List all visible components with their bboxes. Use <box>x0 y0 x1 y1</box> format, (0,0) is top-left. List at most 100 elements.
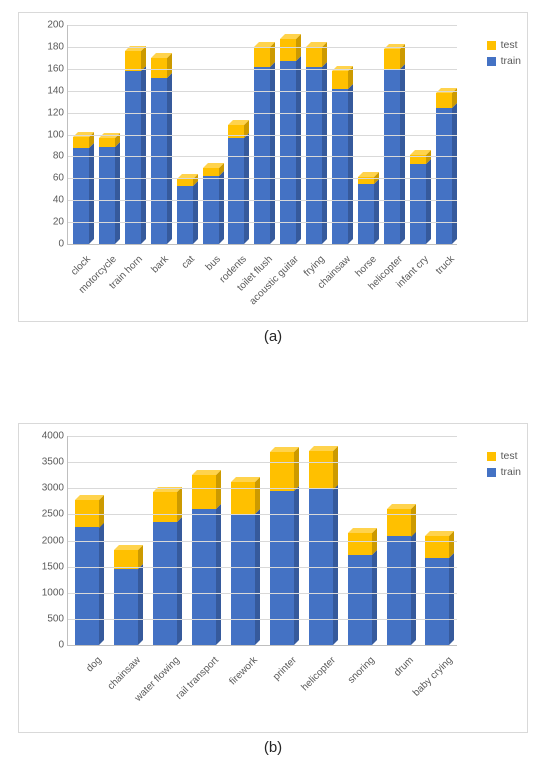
legend-swatch-train <box>487 468 496 477</box>
bar <box>425 536 449 645</box>
caption-b: (b) <box>18 739 528 756</box>
gridline <box>68 462 457 463</box>
gridline <box>68 91 457 92</box>
bar <box>99 138 115 244</box>
y-tick-label: 140 <box>34 85 64 96</box>
gridline <box>68 25 457 26</box>
y-tick-label: 1000 <box>34 587 64 598</box>
y-tick-label: 60 <box>34 173 64 184</box>
x-tick-label: acoustic guitar <box>285 251 296 262</box>
x-tick-label: cat <box>181 251 192 262</box>
y-tick-label: 4000 <box>34 431 64 442</box>
bar <box>306 47 322 244</box>
bar <box>387 509 411 645</box>
bar <box>228 125 244 244</box>
y-tick-label: 500 <box>34 613 64 624</box>
y-tick-label: 0 <box>34 239 64 250</box>
y-tick-label: 2500 <box>34 509 64 520</box>
bar <box>384 49 400 244</box>
legend-swatch-train <box>487 57 496 66</box>
x-tick-label: printer <box>277 652 294 669</box>
x-tick-label: chainsaw <box>121 652 138 669</box>
gridline <box>68 113 457 114</box>
legend-item-test: test <box>487 450 521 462</box>
x-tick-label: baby crying <box>433 652 450 669</box>
gridline <box>68 135 457 136</box>
x-tick-label: helicopter <box>316 652 333 669</box>
gridline <box>68 47 457 48</box>
x-tick-label: rail transport <box>199 652 216 669</box>
figure-a: 020406080100120140160180200 clockmotorcy… <box>18 12 528 347</box>
gridline <box>68 514 457 515</box>
y-tick-label: 160 <box>34 63 64 74</box>
x-tick-label: drum <box>394 652 411 669</box>
x-tick-label: bus <box>207 251 218 262</box>
x-tick-label: toilet flush <box>259 251 270 262</box>
legend-item-train: train <box>487 466 521 478</box>
chart-a-plot-area: 020406080100120140160180200 clockmotorcy… <box>33 25 457 245</box>
legend-item-test: test <box>487 39 521 51</box>
legend-item-train: train <box>487 55 521 67</box>
gridline <box>68 69 457 70</box>
legend-label-test: test <box>501 450 518 462</box>
page: 020406080100120140160180200 clockmotorcy… <box>0 0 546 768</box>
chart-a-legend: test train <box>487 39 521 71</box>
gridline <box>68 593 457 594</box>
gridline <box>68 178 457 179</box>
bar <box>114 550 138 645</box>
chart-a-panel: 020406080100120140160180200 clockmotorcy… <box>18 12 528 322</box>
x-tick-label: chainsaw <box>337 251 348 262</box>
bar <box>358 177 374 244</box>
bar <box>348 533 372 645</box>
x-tick-label: truck <box>441 251 452 262</box>
bar <box>231 482 255 645</box>
bar <box>125 51 141 244</box>
gridline <box>68 156 457 157</box>
x-tick-label: clock <box>77 251 88 262</box>
gridline <box>68 222 457 223</box>
bar <box>332 71 348 244</box>
x-tick-label: train horn <box>129 251 140 262</box>
x-tick-label: infant cry <box>415 251 426 262</box>
gridline <box>68 200 457 201</box>
y-tick-label: 0 <box>34 640 64 651</box>
y-tick-label: 100 <box>34 129 64 140</box>
gridline <box>68 541 457 542</box>
x-tick-label: helicopter <box>389 251 400 262</box>
x-tick-label: motorcycle <box>103 251 114 262</box>
x-tick-label: horse <box>363 251 374 262</box>
chart-b-plot-area: 05001000150020002500300035004000 dogchai… <box>33 436 457 646</box>
x-tick-label: rodents <box>233 251 244 262</box>
caption-a: (a) <box>18 328 528 345</box>
bar <box>280 39 296 244</box>
legend-swatch-test <box>487 41 496 50</box>
chart-b-legend: test train <box>487 450 521 482</box>
figure-b: 0 500 1000 1500 2000 2500 3000 3500 4000 dog chai… <box>18 423 528 758</box>
chart-b-panel: 0 500 1000 1500 2000 2500 3000 3500 4000 dog chai… <box>18 423 528 733</box>
y-tick-label: 80 <box>34 151 64 162</box>
y-tick-label: 2000 <box>34 535 64 546</box>
y-tick-label: 200 <box>34 20 64 31</box>
gridline <box>68 436 457 437</box>
y-tick-label: 1500 <box>34 561 64 572</box>
bar <box>73 137 89 244</box>
x-tick-label: frying <box>311 251 322 262</box>
bar <box>309 451 333 645</box>
x-tick-label: dog <box>82 652 99 669</box>
y-tick-label: 180 <box>34 41 64 52</box>
y-tick-label: 3500 <box>34 457 64 468</box>
gridline <box>68 567 457 568</box>
bar <box>254 47 270 244</box>
legend-swatch-test <box>487 452 496 461</box>
x-tick-label: firework <box>238 652 255 669</box>
y-tick-label: 3000 <box>34 483 64 494</box>
gridline <box>68 619 457 620</box>
y-tick-label: 40 <box>34 195 64 206</box>
bar <box>203 168 219 244</box>
bar <box>177 179 193 244</box>
legend-label-train: train <box>501 466 521 478</box>
legend-label-train: train <box>501 55 521 67</box>
gridline <box>68 488 457 489</box>
x-tick-label: water flowing <box>160 652 177 669</box>
bar <box>75 500 99 645</box>
